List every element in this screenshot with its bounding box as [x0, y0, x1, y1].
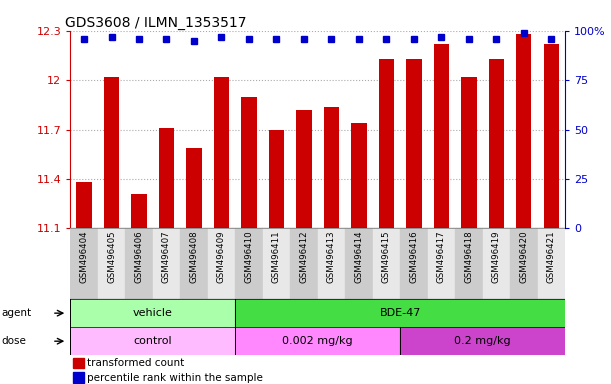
Bar: [296, 110, 312, 228]
Bar: [180, 228, 208, 299]
Bar: [489, 59, 504, 228]
Bar: [98, 228, 125, 299]
Text: 0.2 mg/kg: 0.2 mg/kg: [455, 336, 511, 346]
Bar: [269, 129, 284, 228]
Bar: [70, 299, 235, 327]
Bar: [379, 59, 394, 228]
Text: dose: dose: [1, 336, 26, 346]
Text: GDS3608 / ILMN_1353517: GDS3608 / ILMN_1353517: [65, 16, 247, 30]
Bar: [241, 97, 257, 228]
Bar: [153, 228, 180, 299]
Text: agent: agent: [1, 308, 31, 318]
Bar: [434, 44, 449, 228]
Bar: [159, 128, 174, 228]
Bar: [214, 77, 229, 228]
Bar: [400, 228, 428, 299]
Bar: [235, 327, 400, 355]
Text: GSM496409: GSM496409: [217, 230, 226, 283]
Text: GSM496411: GSM496411: [272, 230, 281, 283]
Bar: [73, 372, 84, 382]
Text: control: control: [133, 336, 172, 346]
Text: GSM496405: GSM496405: [107, 230, 116, 283]
Bar: [345, 228, 373, 299]
Text: GSM496407: GSM496407: [162, 230, 171, 283]
Text: GSM496404: GSM496404: [79, 230, 89, 283]
Bar: [324, 107, 339, 228]
Bar: [483, 228, 510, 299]
Bar: [455, 228, 483, 299]
Text: GSM496412: GSM496412: [299, 230, 309, 283]
Text: GSM496421: GSM496421: [547, 230, 556, 283]
Text: GSM496417: GSM496417: [437, 230, 446, 283]
Bar: [351, 123, 367, 228]
Bar: [544, 44, 559, 228]
Text: GSM496406: GSM496406: [134, 230, 144, 283]
Text: GSM496418: GSM496418: [464, 230, 474, 283]
Bar: [538, 228, 565, 299]
Bar: [516, 35, 532, 228]
Text: GSM496413: GSM496413: [327, 230, 336, 283]
Bar: [318, 228, 345, 299]
Bar: [400, 327, 565, 355]
Bar: [125, 228, 153, 299]
Text: vehicle: vehicle: [133, 308, 173, 318]
Bar: [510, 228, 538, 299]
Text: GSM496420: GSM496420: [519, 230, 529, 283]
Bar: [131, 194, 147, 228]
Bar: [70, 228, 98, 299]
Bar: [73, 358, 84, 368]
Bar: [235, 228, 263, 299]
Text: GSM496408: GSM496408: [189, 230, 199, 283]
Text: GSM496416: GSM496416: [409, 230, 419, 283]
Bar: [76, 182, 92, 228]
Text: transformed count: transformed count: [87, 358, 184, 368]
Text: 0.002 mg/kg: 0.002 mg/kg: [282, 336, 353, 346]
Bar: [373, 228, 400, 299]
Text: BDE-47: BDE-47: [379, 308, 421, 318]
Bar: [428, 228, 455, 299]
Text: GSM496414: GSM496414: [354, 230, 364, 283]
Bar: [406, 59, 422, 228]
Bar: [208, 228, 235, 299]
Bar: [461, 77, 477, 228]
Text: GSM496410: GSM496410: [244, 230, 254, 283]
Bar: [235, 299, 565, 327]
Bar: [290, 228, 318, 299]
Bar: [263, 228, 290, 299]
Bar: [104, 77, 119, 228]
Bar: [186, 148, 202, 228]
Bar: [70, 327, 235, 355]
Text: GSM496419: GSM496419: [492, 230, 501, 283]
Text: percentile rank within the sample: percentile rank within the sample: [87, 372, 263, 383]
Text: GSM496415: GSM496415: [382, 230, 391, 283]
